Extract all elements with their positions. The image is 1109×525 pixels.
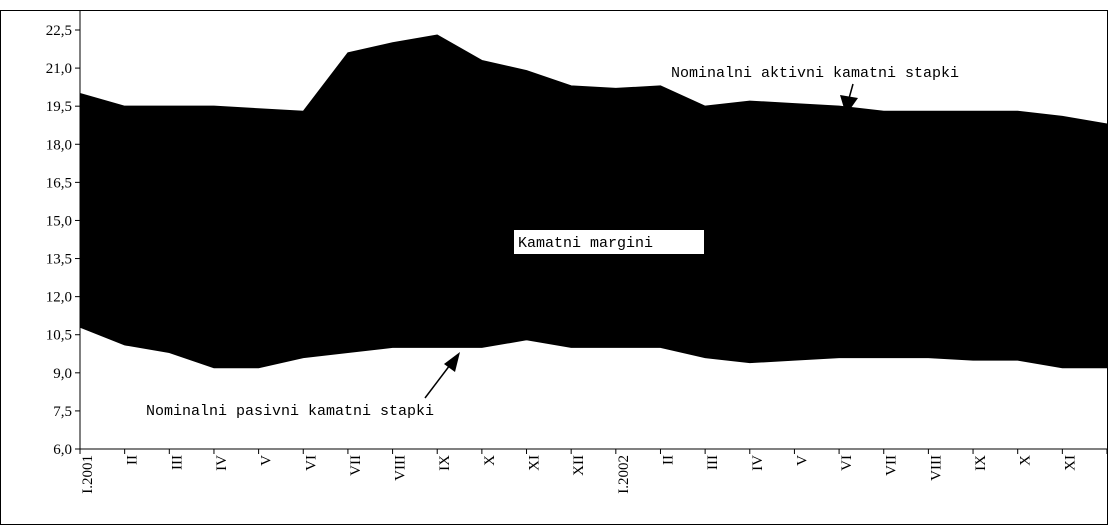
y-tick-label: 7,5 [53,404,72,420]
arrow-head [444,352,460,372]
x-tick-label: VIII [928,455,944,481]
x-tick-label: I.2002 [616,455,632,494]
x-tick-label: IX [973,455,989,471]
annotation-box [514,230,704,254]
y-tick-label: 13,5 [46,252,72,268]
y-tick-label: 10,5 [46,328,72,344]
y-tick-label: 15,0 [46,213,72,229]
x-tick-label: II [125,455,141,465]
x-tick-label: V [794,455,810,466]
x-tick-label: VI [303,455,319,471]
x-tick-label: XII [1107,455,1109,476]
arrow [424,364,451,399]
annotation: Kamatni margini [518,235,653,252]
y-tick-label: 12,0 [46,290,72,306]
x-tick-label: XI [527,455,543,471]
x-tick-label: III [169,455,185,470]
annotations: Kamatni margini Nominalni aktivni kamatn… [146,65,959,420]
x-tick-label: VII [348,455,364,476]
x-tick-label: VIII [393,455,409,481]
arrow-head [840,95,858,115]
x-tick-label: XII [571,455,587,476]
line [79,326,1107,369]
x-tick-label: I.2001 [80,455,96,494]
x-tick-label: VI [839,455,855,471]
y-tick-label: 19,5 [46,99,72,115]
y-tick-label: 16,5 [46,175,72,191]
plot: 6,0 7,5 9,0 10,5 12,0 13,5 15,0 16,5 18,0 19,5 21,… [46,10,1109,494]
y-tick-label: 6,0 [53,442,72,458]
x-tick-label: IV [214,455,230,471]
margin-area [80,35,1107,368]
x-tick-label: IX [437,455,453,471]
x-tick-label: V [259,455,275,466]
y-tick-label: 21,0 [46,61,72,77]
y-tick-label: 9,0 [53,366,72,382]
x-tick-label: XI [1062,455,1078,471]
y-tick-label: 18,0 [46,137,72,153]
x-tick-label: X [1018,455,1034,466]
x-tick-label: IV [750,455,766,471]
x-tick-label: II [660,455,676,465]
x-tick-label: X [482,455,498,466]
y-tick-label: 22,5 [46,23,72,39]
x-tick-label: VII [884,455,900,476]
annotation: Nominalni pasivni kamatni stapki [146,403,434,420]
x-tick-label: III [705,455,721,470]
line [79,34,1108,125]
annotation: Nominalni aktivni kamatni stapki [671,65,959,82]
